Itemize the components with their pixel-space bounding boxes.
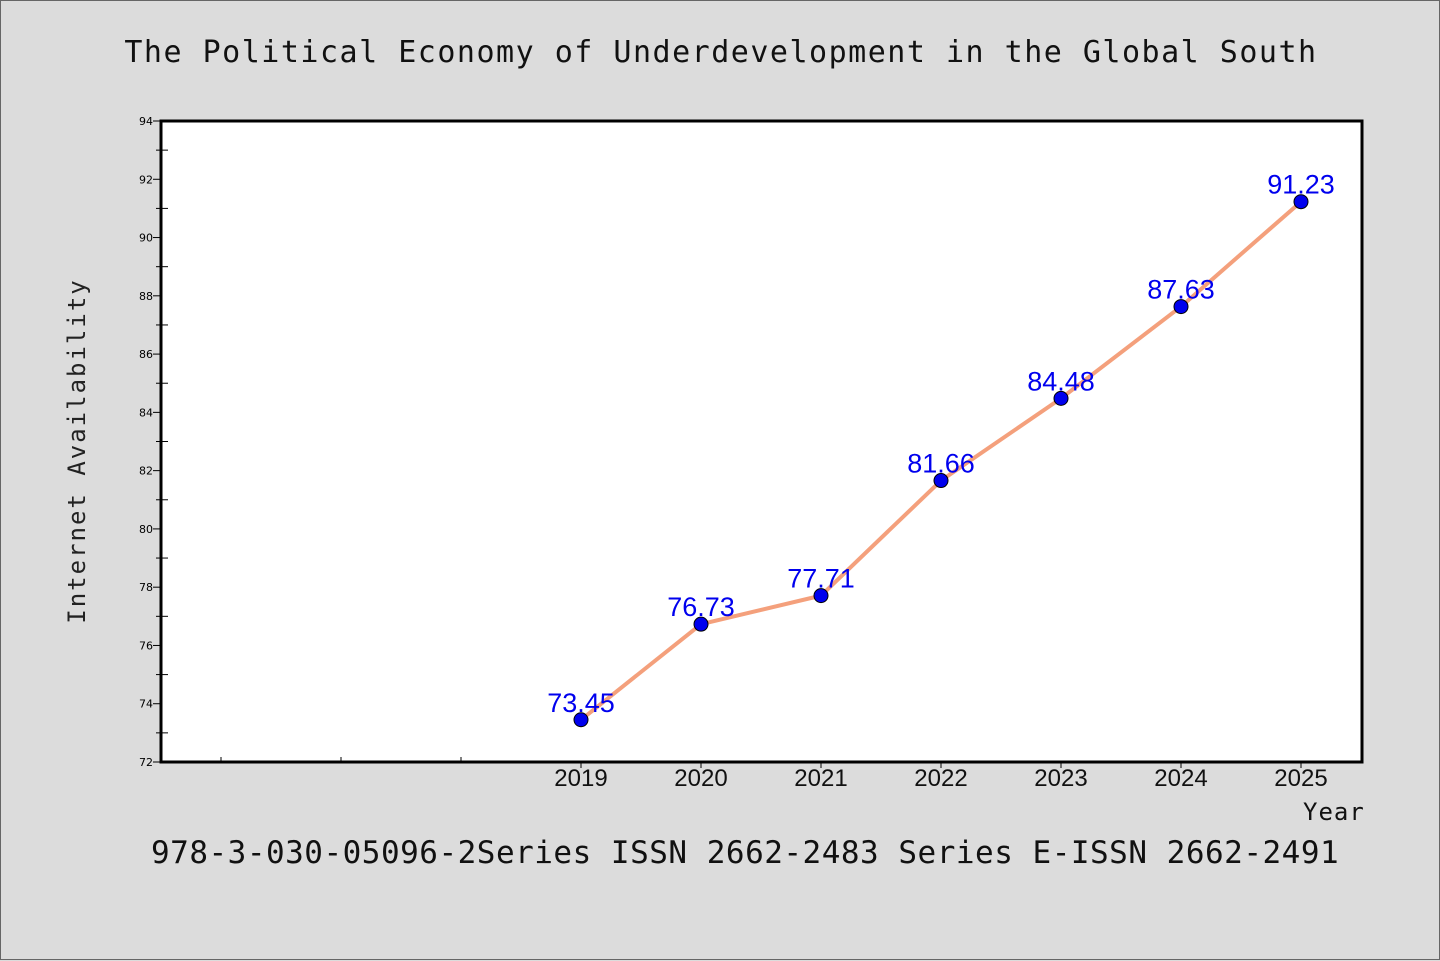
data-point <box>693 616 709 632</box>
data-point <box>573 712 589 728</box>
y-tick-label: 90 <box>139 232 153 245</box>
y-tick-label: 82 <box>139 465 153 478</box>
y-tick-label: 94 <box>139 115 153 128</box>
y-tick-label: 78 <box>139 581 153 594</box>
x-axis-label: Year <box>1303 798 1365 826</box>
y-tick-label: 84 <box>139 406 153 419</box>
y-tick-label: 88 <box>139 290 153 303</box>
y-tick-label: 72 <box>139 756 153 769</box>
isbn-footer: 978-3-030-05096-2Series ISSN 2662-2483 S… <box>151 835 1340 871</box>
x-tick-label: 2022 <box>914 765 967 792</box>
data-point <box>1053 390 1069 406</box>
chart-title: The Political Economy of Underdevelopmen… <box>124 35 1318 70</box>
y-tick-label: 92 <box>139 173 153 186</box>
data-point <box>813 588 829 604</box>
data-label: 73.45 <box>547 688 615 718</box>
y-tick-label: 80 <box>139 523 153 536</box>
y-tick-label: 76 <box>139 639 153 652</box>
data-label: 77.71 <box>787 564 855 594</box>
x-tick-label: 2023 <box>1034 765 1087 792</box>
x-tick-label: 2024 <box>1154 765 1207 792</box>
data-label: 87.63 <box>1147 275 1215 305</box>
data-point <box>933 473 949 489</box>
x-tick-label: 2020 <box>674 765 727 792</box>
y-tick-label: 86 <box>139 348 153 361</box>
data-point <box>1173 299 1189 315</box>
data-label: 76.73 <box>667 592 735 622</box>
plot-area <box>159 119 1364 764</box>
x-tick-label: 2025 <box>1274 765 1327 792</box>
x-tick-label: 2021 <box>794 765 847 792</box>
data-label: 84.48 <box>1027 366 1095 396</box>
data-label: 81.66 <box>907 449 975 479</box>
data-label: 91.23 <box>1267 170 1335 200</box>
data-point <box>1293 194 1309 210</box>
x-tick-label: 2019 <box>554 765 607 792</box>
y-tick-label: 74 <box>139 698 153 711</box>
